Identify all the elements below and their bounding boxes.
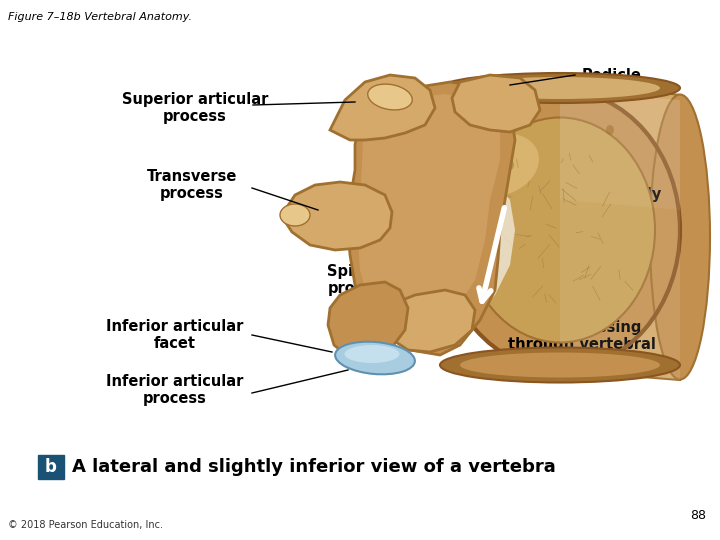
- Polygon shape: [560, 200, 680, 380]
- Polygon shape: [382, 290, 475, 352]
- Polygon shape: [358, 94, 500, 330]
- Ellipse shape: [460, 77, 660, 99]
- Polygon shape: [330, 75, 435, 140]
- Ellipse shape: [344, 345, 400, 363]
- Polygon shape: [555, 80, 680, 380]
- FancyBboxPatch shape: [38, 455, 64, 479]
- Ellipse shape: [335, 342, 415, 374]
- Ellipse shape: [368, 84, 413, 110]
- Ellipse shape: [440, 90, 680, 370]
- Text: Arrow passing
through vertebral
foramen: Arrow passing through vertebral foramen: [508, 320, 656, 370]
- Ellipse shape: [461, 134, 539, 197]
- Polygon shape: [284, 182, 392, 250]
- Text: Spinous
process: Spinous process: [327, 264, 393, 296]
- Ellipse shape: [606, 125, 614, 135]
- Text: Superior articular
process: Superior articular process: [122, 92, 268, 124]
- Ellipse shape: [440, 73, 680, 103]
- Text: Figure 7–18b Vertebral Anatomy.: Figure 7–18b Vertebral Anatomy.: [8, 12, 192, 22]
- Ellipse shape: [506, 160, 514, 170]
- Text: Transverse
process: Transverse process: [147, 169, 237, 201]
- Text: b: b: [45, 458, 57, 476]
- Text: A lateral and slightly inferior view of a vertebra: A lateral and slightly inferior view of …: [72, 458, 556, 476]
- Polygon shape: [560, 90, 680, 210]
- Ellipse shape: [440, 348, 680, 382]
- Ellipse shape: [460, 353, 660, 377]
- Ellipse shape: [650, 94, 710, 380]
- Text: Vertebral body: Vertebral body: [539, 187, 662, 202]
- Polygon shape: [452, 75, 540, 132]
- Ellipse shape: [465, 118, 655, 342]
- Text: © 2018 Pearson Education, Inc.: © 2018 Pearson Education, Inc.: [8, 520, 163, 530]
- Text: 88: 88: [690, 509, 706, 522]
- Ellipse shape: [497, 196, 503, 204]
- Ellipse shape: [485, 134, 495, 146]
- Text: Inferior articular
facet: Inferior articular facet: [107, 319, 243, 351]
- Text: Inferior articular
process: Inferior articular process: [107, 374, 243, 406]
- Polygon shape: [348, 82, 515, 355]
- Polygon shape: [430, 182, 515, 330]
- Ellipse shape: [280, 204, 310, 226]
- Polygon shape: [328, 282, 408, 360]
- Text: Pedicle: Pedicle: [582, 68, 642, 83]
